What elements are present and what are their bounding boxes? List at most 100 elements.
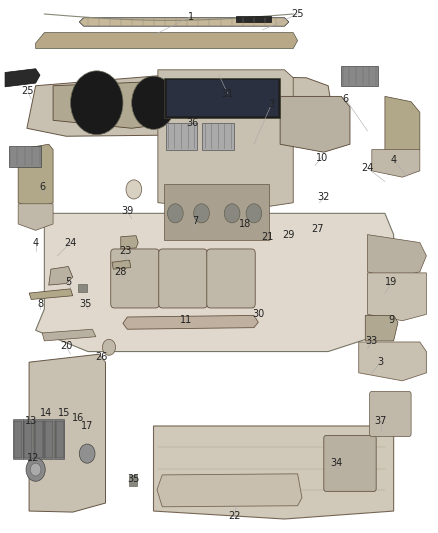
Bar bbox=[23, 419, 33, 459]
Text: 39: 39 bbox=[121, 206, 134, 216]
FancyBboxPatch shape bbox=[370, 391, 411, 437]
Text: 26: 26 bbox=[95, 352, 107, 362]
Text: 27: 27 bbox=[311, 224, 324, 235]
Polygon shape bbox=[121, 236, 138, 249]
Circle shape bbox=[102, 340, 116, 356]
Text: 36: 36 bbox=[187, 118, 199, 128]
Text: 4: 4 bbox=[391, 155, 397, 165]
Bar bbox=[166, 123, 197, 150]
Polygon shape bbox=[365, 316, 398, 341]
Text: 32: 32 bbox=[318, 192, 330, 203]
Polygon shape bbox=[42, 329, 96, 341]
Polygon shape bbox=[123, 316, 258, 329]
Text: 1: 1 bbox=[187, 12, 194, 22]
FancyBboxPatch shape bbox=[324, 435, 376, 491]
Text: 11: 11 bbox=[180, 314, 192, 325]
Bar bbox=[13, 419, 22, 459]
Polygon shape bbox=[35, 33, 297, 49]
Text: 4: 4 bbox=[32, 238, 39, 247]
Text: 19: 19 bbox=[385, 278, 398, 287]
Text: 24: 24 bbox=[64, 238, 77, 247]
Polygon shape bbox=[157, 474, 302, 507]
Polygon shape bbox=[237, 15, 272, 22]
Text: 29: 29 bbox=[283, 230, 295, 240]
Text: 6: 6 bbox=[39, 182, 45, 192]
Text: 25: 25 bbox=[291, 9, 304, 19]
Text: 24: 24 bbox=[361, 163, 374, 173]
Text: 13: 13 bbox=[25, 416, 37, 426]
Polygon shape bbox=[367, 273, 426, 321]
Polygon shape bbox=[280, 96, 350, 152]
Text: 7: 7 bbox=[192, 216, 198, 227]
Circle shape bbox=[126, 180, 142, 199]
Bar bbox=[24, 421, 32, 458]
Polygon shape bbox=[5, 69, 40, 87]
Polygon shape bbox=[158, 70, 293, 211]
Bar bbox=[45, 421, 53, 458]
Polygon shape bbox=[153, 426, 394, 519]
Polygon shape bbox=[27, 75, 332, 136]
Bar bbox=[164, 78, 280, 118]
Bar bbox=[44, 419, 54, 459]
Bar bbox=[166, 80, 278, 116]
Bar bbox=[341, 66, 378, 86]
Circle shape bbox=[79, 444, 95, 463]
Text: 30: 30 bbox=[252, 309, 265, 319]
Text: 14: 14 bbox=[40, 408, 53, 418]
Circle shape bbox=[246, 204, 262, 223]
Text: 17: 17 bbox=[81, 421, 93, 431]
Text: 23: 23 bbox=[119, 246, 131, 255]
Text: 21: 21 bbox=[261, 232, 273, 243]
Polygon shape bbox=[112, 260, 131, 269]
Text: 35: 35 bbox=[127, 474, 140, 484]
Polygon shape bbox=[79, 18, 289, 26]
Text: 2: 2 bbox=[268, 99, 275, 109]
Text: 12: 12 bbox=[27, 453, 39, 463]
Bar bbox=[34, 419, 43, 459]
Circle shape bbox=[30, 463, 41, 476]
Polygon shape bbox=[49, 266, 73, 285]
Text: 33: 33 bbox=[366, 336, 378, 346]
Circle shape bbox=[26, 458, 45, 481]
Polygon shape bbox=[29, 289, 73, 300]
Text: 34: 34 bbox=[331, 458, 343, 468]
Text: 8: 8 bbox=[37, 298, 43, 309]
Text: 15: 15 bbox=[58, 408, 70, 418]
Polygon shape bbox=[385, 96, 420, 158]
Polygon shape bbox=[359, 342, 426, 381]
Circle shape bbox=[71, 71, 123, 135]
Text: 20: 20 bbox=[60, 341, 72, 351]
Bar bbox=[130, 475, 138, 486]
Text: 18: 18 bbox=[239, 219, 251, 229]
Text: 37: 37 bbox=[374, 416, 387, 426]
Text: 31: 31 bbox=[222, 88, 234, 99]
FancyBboxPatch shape bbox=[111, 249, 159, 308]
Polygon shape bbox=[35, 213, 394, 352]
Circle shape bbox=[132, 76, 175, 130]
Polygon shape bbox=[18, 144, 53, 209]
Bar bbox=[164, 184, 269, 240]
Text: 10: 10 bbox=[315, 152, 328, 163]
Text: 5: 5 bbox=[65, 278, 71, 287]
Bar bbox=[14, 421, 21, 458]
Bar bbox=[56, 421, 64, 458]
Text: 22: 22 bbox=[228, 511, 240, 521]
Polygon shape bbox=[367, 235, 426, 278]
Circle shape bbox=[167, 204, 183, 223]
Bar bbox=[35, 421, 42, 458]
Text: 6: 6 bbox=[343, 94, 349, 104]
Text: 25: 25 bbox=[21, 86, 34, 96]
Bar bbox=[55, 419, 64, 459]
Text: 3: 3 bbox=[378, 357, 384, 367]
Circle shape bbox=[194, 204, 209, 223]
Circle shape bbox=[224, 204, 240, 223]
Polygon shape bbox=[372, 150, 420, 177]
FancyBboxPatch shape bbox=[159, 249, 207, 308]
Text: 35: 35 bbox=[80, 298, 92, 309]
Bar bbox=[78, 284, 87, 292]
Polygon shape bbox=[29, 354, 106, 512]
Bar bbox=[9, 147, 41, 166]
Polygon shape bbox=[53, 80, 193, 128]
Polygon shape bbox=[18, 204, 53, 230]
Bar bbox=[202, 123, 234, 150]
